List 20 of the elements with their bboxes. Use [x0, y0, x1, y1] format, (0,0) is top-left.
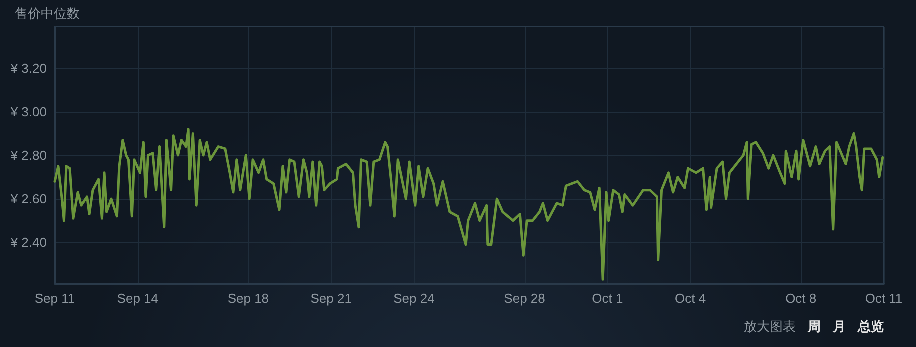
- x-tick-label: Oct 8: [786, 291, 817, 306]
- text: 周: [808, 320, 821, 335]
- y-tick-label: ¥ 2.80: [10, 148, 47, 163]
- x-tick-label: Sep 11: [34, 291, 76, 306]
- text: 月: [833, 320, 846, 335]
- text: 放大图表: [744, 320, 796, 335]
- y-tick-label: ¥ 3.00: [10, 104, 47, 120]
- x-tick-label: Oct 11: [865, 291, 903, 306]
- y-tick-label: ¥ 3.20: [10, 60, 47, 76]
- x-tick-label: Sep 28: [504, 291, 546, 306]
- x-tick-label: Sep 21: [310, 291, 352, 306]
- x-tick-label: Oct 1: [592, 291, 624, 306]
- text: 总览: [858, 320, 884, 335]
- y-tick-label: ¥ 2.40: [10, 235, 47, 250]
- y-axis-title: 售价中位数: [15, 7, 80, 22]
- x-tick-label: Sep 24: [394, 291, 435, 306]
- x-tick-label: Oct 4: [675, 291, 706, 306]
- y-tick-label: ¥ 2.60: [10, 192, 47, 207]
- x-tick-label: Sep 18: [228, 291, 270, 306]
- x-tick-label: Sep 14: [117, 291, 158, 306]
